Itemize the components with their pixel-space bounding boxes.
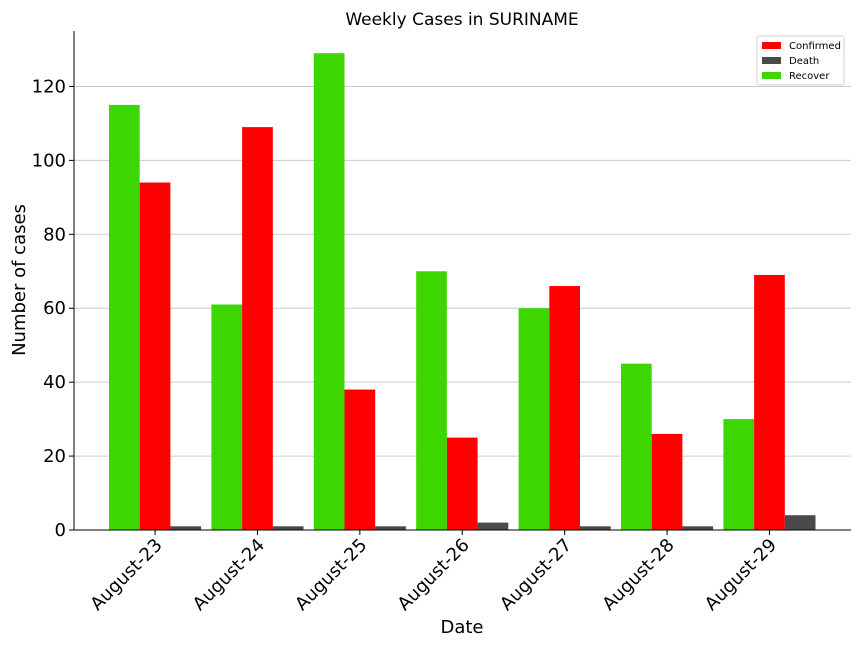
bar-confirmed-august-23 (139, 182, 171, 530)
y-tick-label: 0 (55, 520, 66, 541)
bar-confirmed-august-29 (754, 274, 785, 530)
bar-confirmed-august-28 (651, 433, 683, 530)
x-ticks: August-23 August-24 August-25 August-26 Augu… (86, 530, 781, 615)
x-tick-label: August-29 (701, 535, 781, 615)
y-tick-label: 120 (32, 76, 66, 97)
legend-swatch-recover (762, 72, 781, 79)
legend-swatch-death (762, 57, 781, 64)
x-tick-label: August-26 (394, 535, 474, 615)
grid-lines (74, 85, 851, 457)
y-tick-label: 20 (43, 446, 66, 467)
bar-confirmed-august-27 (549, 286, 580, 530)
bar-death-august-24 (272, 526, 304, 530)
bar-confirmed-august-25 (344, 389, 376, 530)
bar-recover-august-25 (313, 53, 345, 531)
legend-label-confirmed: Confirmed (789, 41, 841, 52)
legend: Confirmed Death Recover (756, 35, 845, 86)
x-tick-label: August-23 (86, 535, 166, 615)
chart-title: Weekly Cases in SURINAME (345, 10, 578, 30)
x-axis-label: Date (440, 617, 483, 638)
x-tick-label: August-27 (496, 535, 576, 615)
bar-recover-august-24 (211, 304, 243, 530)
x-tick-label: August-25 (291, 535, 371, 615)
bar-recover-august-27 (518, 308, 550, 530)
bar-confirmed-august-24 (242, 127, 273, 531)
bar-recover-august-26 (416, 271, 447, 530)
bar-death-august-27 (580, 526, 611, 530)
bar-confirmed-august-26 (446, 437, 478, 530)
bar-recover-august-29 (723, 419, 755, 530)
bar-death-august-28 (682, 526, 714, 530)
bar-recover-august-23 (109, 104, 140, 530)
y-ticks: 0 20 40 60 80 100 120 (32, 76, 74, 541)
y-tick-label: 100 (32, 150, 66, 171)
y-tick-label: 60 (43, 298, 66, 319)
bar-death-august-29 (784, 515, 816, 530)
bars (109, 53, 816, 531)
legend-swatch-confirmed (762, 42, 781, 49)
bar-death-august-26 (477, 522, 509, 530)
bar-death-august-23 (170, 526, 202, 530)
legend-label-death: Death (789, 56, 819, 67)
bar-recover-august-28 (621, 363, 652, 530)
x-tick-label: August-28 (598, 535, 678, 615)
bar-death-august-25 (375, 526, 406, 530)
x-tick-label: August-24 (189, 535, 269, 615)
legend-label-recover: Recover (789, 71, 830, 82)
y-tick-label: 40 (43, 372, 66, 393)
y-tick-label: 80 (43, 224, 66, 245)
y-axis-label: Number of cases (9, 204, 30, 356)
